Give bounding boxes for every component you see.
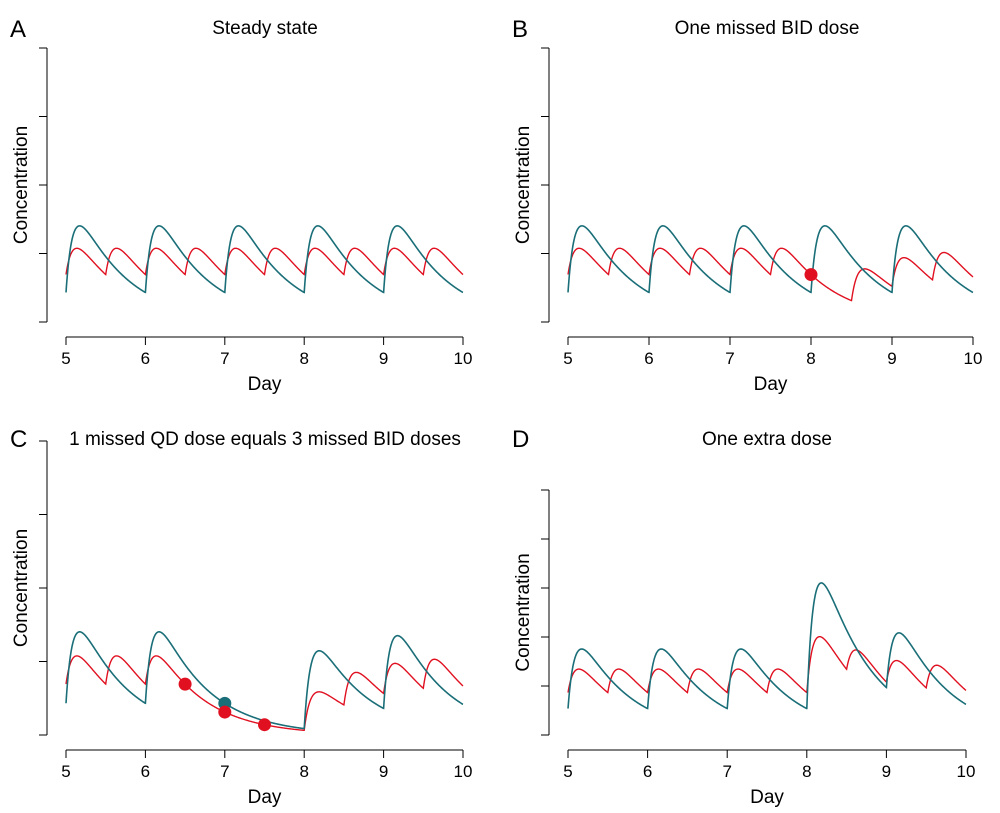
bid-missed-dose-marker — [804, 268, 818, 282]
qd-series-line — [65, 631, 464, 730]
y-axis-label: Concentration — [11, 529, 32, 647]
x-tick-label: 8 — [806, 349, 815, 368]
x-tick-label: 7 — [722, 762, 731, 781]
qd-series-line — [65, 225, 464, 294]
bid-series-line — [567, 247, 974, 302]
panel-c: C 1 missed QD dose equals 3 missed BID do… — [10, 426, 472, 808]
panel-letter: A — [10, 16, 26, 43]
x-tick-label: 10 — [454, 762, 473, 781]
y-axis-label: Concentration — [11, 126, 32, 244]
x-tick-label: 6 — [141, 349, 150, 368]
y-axis-label: Concentration — [513, 553, 534, 671]
x-axis-label: Day — [248, 374, 282, 395]
x-tick-label: 7 — [220, 762, 229, 781]
x-tick-label: 7 — [220, 349, 229, 368]
y-axis-label: Concentration — [513, 126, 534, 244]
x-tick-label: 10 — [957, 762, 976, 781]
x-axis-label: Day — [754, 374, 788, 395]
x-tick-label: 7 — [725, 349, 734, 368]
bid-missed-dose-marker — [218, 705, 232, 719]
x-axis-label: Day — [248, 787, 282, 808]
x-tick-label: 5 — [61, 762, 70, 781]
x-tick-label: 5 — [563, 762, 572, 781]
x-tick-label: 8 — [299, 349, 308, 368]
panel-title: 1 missed QD dose equals 3 missed BID dos… — [69, 429, 461, 450]
x-tick-label: 6 — [644, 349, 653, 368]
x-tick-label: 9 — [882, 762, 891, 781]
x-axis-label: Day — [750, 787, 784, 808]
x-tick-label: 8 — [299, 762, 308, 781]
qd-series-line — [567, 582, 967, 710]
panel-letter: C — [10, 426, 27, 453]
panel-letter: D — [512, 426, 529, 453]
x-tick-label: 8 — [802, 762, 811, 781]
x-tick-label: 10 — [454, 349, 473, 368]
x-tick-label: 9 — [887, 349, 896, 368]
panel-title: One extra dose — [702, 429, 832, 450]
bid-missed-dose-marker — [258, 718, 271, 732]
bid-series-line — [65, 247, 464, 276]
panel-title: One missed BID dose — [675, 18, 860, 39]
bid-missed-dose-marker — [178, 677, 192, 691]
x-tick-label: 10 — [964, 349, 983, 368]
panel-a: A Steady state Concentration 5 6 7 8 9 10 Day — [10, 16, 472, 395]
qd-series-line — [567, 225, 974, 294]
bid-series-line — [567, 635, 967, 694]
x-tick-label: 6 — [643, 762, 652, 781]
x-tick-label: 6 — [141, 762, 150, 781]
x-tick-label: 5 — [563, 349, 572, 368]
x-tick-label: 9 — [379, 349, 388, 368]
panel-b: B One missed BID dose Concentration 5 6 7 8 9 10… — [512, 16, 982, 395]
x-tick-label: 5 — [61, 349, 70, 368]
panel-title: Steady state — [212, 18, 318, 39]
panel-d: D One extra dose Concentration 5 6 7 8 9 10 Day — [512, 426, 975, 808]
x-tick-label: 9 — [379, 762, 388, 781]
panel-letter: B — [512, 16, 528, 43]
